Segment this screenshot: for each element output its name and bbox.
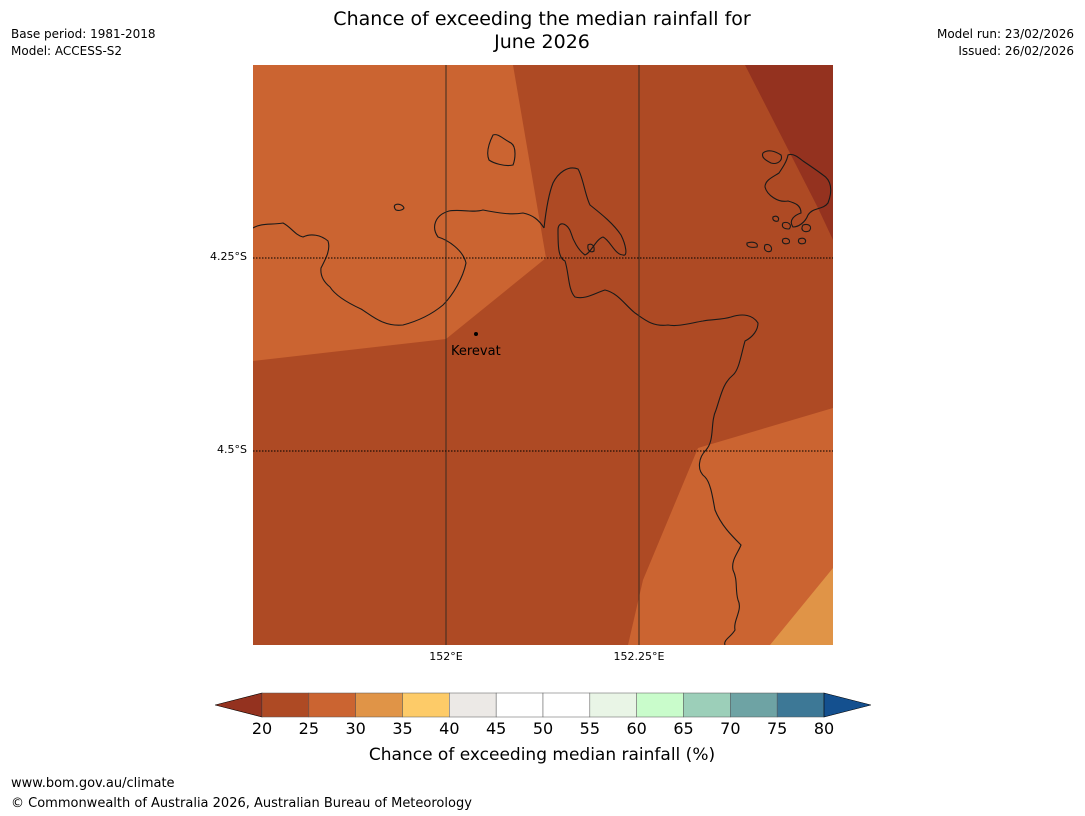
colorbar-over-arrow (823, 692, 871, 718)
colorbar-segment (495, 692, 544, 718)
colorbar-tick-label: 40 (439, 719, 460, 738)
colorbar (215, 692, 871, 718)
map-title: Chance of exceeding the median rainfall … (292, 8, 792, 54)
colorbar-tick-label: 55 (579, 719, 600, 738)
region-30-35 (770, 568, 833, 645)
lat-label-4-25s: 4.25°S (210, 250, 247, 263)
kerevat-marker (474, 332, 478, 336)
colorbar-segment (449, 692, 497, 718)
coastline (253, 134, 832, 645)
colorbar-tick-label: 80 (813, 719, 835, 738)
model-name: Model: ACCESS-S2 (11, 44, 123, 58)
colorbar-segment (589, 692, 637, 718)
title-line-2: June 2026 (494, 31, 590, 53)
colorbar-segment (776, 692, 825, 718)
map-svg: Kerevat (253, 65, 833, 645)
kerevat-label: Kerevat (451, 344, 501, 359)
meta-left: Base period: 1981-2018 Model: ACCESS-S2 (11, 26, 156, 60)
title-line-1: Chance of exceeding the median rainfall … (333, 8, 751, 30)
colorbar-tick-label: 45 (485, 719, 507, 738)
footer-copyright: © Commonwealth of Australia 2026, Austra… (11, 796, 472, 811)
colorbar-tick-label: 30 (345, 719, 366, 738)
model-run: Model run: 23/02/2026 (936, 27, 1074, 41)
colorbar-segment (308, 692, 356, 718)
colorbar-segment (402, 692, 450, 718)
region-25-30-southeast (628, 408, 833, 645)
lat-label-4-5s: 4.5°S (217, 443, 247, 456)
base-period: Base period: 1981-2018 (11, 27, 156, 41)
colorbar-segment (355, 692, 403, 718)
lon-label-152e: 152°E (429, 650, 463, 663)
meta-right: Model run: 23/02/2026 Issued: 26/02/2026 (937, 26, 1074, 60)
colorbar-label: Chance of exceeding median rainfall (%) (368, 745, 716, 765)
colorbar-segment (261, 692, 310, 718)
issued-date: Issued: 26/02/2026 (958, 44, 1074, 58)
colorbar-under-arrow (215, 692, 263, 718)
colorbar-segments (261, 692, 825, 718)
colorbar-segment (636, 692, 684, 718)
colorbar-tick-label: 20 (251, 719, 273, 738)
colorbar-segment (730, 692, 778, 718)
region-below-20 (745, 65, 833, 240)
colorbar-tick-label: 35 (392, 719, 413, 738)
lon-label-152-25e: 152.25°E (613, 650, 665, 663)
footer-url[interactable]: www.bom.gov.au/climate (11, 776, 175, 791)
region-25-30-northwest (253, 65, 546, 361)
colorbar-tick-label: 65 (673, 719, 694, 738)
colorbar-tick-label: 50 (532, 719, 554, 738)
colorbar-segment (683, 692, 731, 718)
graticule (253, 65, 833, 645)
colorbar-tick-label: 70 (720, 719, 741, 738)
colorbar-tick-label: 25 (298, 719, 319, 738)
forecast-map: Kerevat (253, 65, 833, 645)
colorbar-tick-label: 75 (766, 719, 788, 738)
colorbar-tick-label: 60 (626, 719, 647, 738)
colorbar-segment (542, 692, 591, 718)
